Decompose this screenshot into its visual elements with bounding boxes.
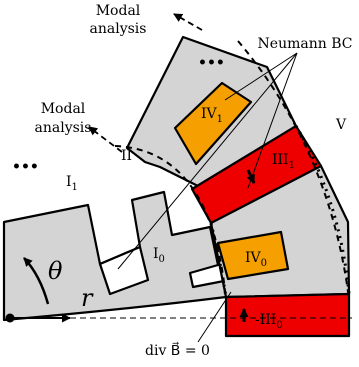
label-modal-mid-1: Modal	[41, 101, 86, 117]
coil-IV1	[173, 81, 253, 166]
label-modal-top-2: analysis	[90, 21, 147, 37]
ellipsis-left: •••	[12, 159, 39, 175]
magnetization-arrow-III1	[246, 169, 256, 184]
ellipsis-top: •••	[198, 55, 225, 71]
label-modal-mid-2: analysis	[35, 120, 92, 136]
magnet-III0	[224, 292, 351, 338]
label-region-III1: III1	[272, 152, 295, 171]
label-region-I1: I1	[66, 174, 78, 193]
outer-boundary-dotted	[294, 125, 351, 295]
neumann-pointer-2	[247, 52, 298, 189]
modal-arrow-top	[173, 13, 203, 31]
label-region-IV1: IV1	[201, 106, 223, 125]
modal-arrow-mid	[88, 126, 123, 153]
label-region-V: V	[335, 117, 347, 133]
coil-IV0	[216, 230, 290, 281]
label-divergence: div B⃗ = 0	[145, 341, 210, 359]
label-region-I0: I0	[153, 246, 165, 265]
neumann-pointer-1	[224, 52, 298, 101]
outer-dashed-arc	[237, 40, 350, 300]
label-theta: θ	[48, 257, 63, 285]
label-region-III0: -III0	[255, 312, 283, 331]
label-modal-top-1: Modal	[96, 3, 141, 19]
label-region-IV0: IV0	[245, 250, 267, 269]
air-gap-arc	[114, 145, 227, 301]
neumann-pointer-3	[117, 52, 298, 270]
div-pointer	[197, 291, 232, 343]
label-region-II: II	[121, 148, 132, 164]
rotor-slot	[98, 245, 150, 296]
inner-boundary-dotted	[209, 222, 228, 298]
rotor-iron	[2, 190, 228, 322]
label-r: r	[81, 284, 94, 312]
theta-arrow	[23, 257, 50, 305]
label-neumann-bc: Neumann BC	[258, 36, 353, 52]
